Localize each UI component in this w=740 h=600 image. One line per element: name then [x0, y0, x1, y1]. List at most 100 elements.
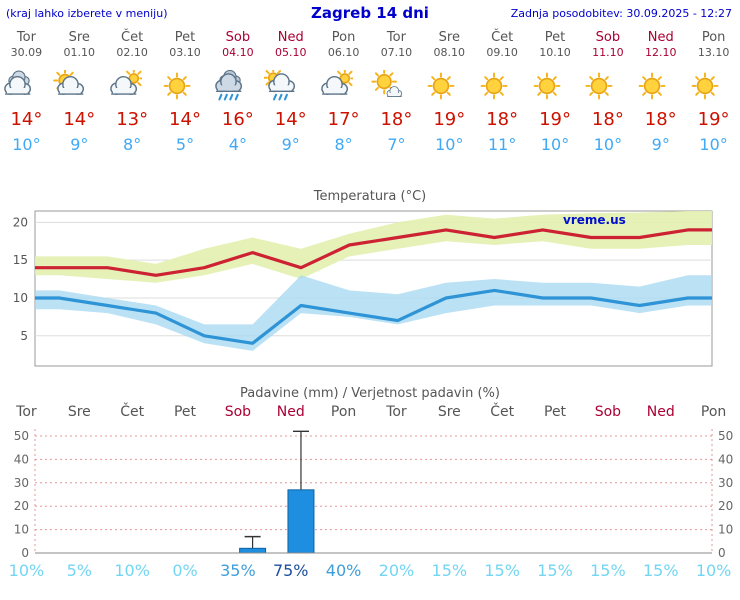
- temp-max: 18°: [486, 109, 519, 130]
- precip-prob: 0%: [172, 561, 198, 580]
- sunny-icon: [480, 72, 508, 100]
- precip-day-label: Sob: [224, 404, 252, 420]
- precip-day-label: Pet: [544, 404, 567, 420]
- day-icon-slot: [476, 70, 529, 103]
- temp-min: 7°: [387, 135, 406, 154]
- sun-cloud-icon: [371, 70, 403, 98]
- temp-min-line: [35, 288, 712, 345]
- precip-day-label: Pon: [700, 404, 727, 420]
- precip-day-label: Sre: [67, 404, 91, 420]
- temp-min: 4°: [228, 135, 247, 154]
- temp-min: 10°: [435, 135, 464, 154]
- day-name: Čet: [121, 30, 144, 45]
- y-tick-label: 15: [13, 253, 28, 267]
- last-update: Zadnja posodobitev: 30.09.2025 - 12:27: [510, 7, 732, 20]
- day-date: 07.10: [380, 46, 413, 59]
- forecast-day: Sob 11.10 18° 10°: [581, 30, 634, 155]
- cloud-sun-icon: [321, 70, 354, 95]
- weather-page: (kraj lahko izberete v meniju) Zagreb 14…: [0, 0, 740, 581]
- day-date: 08.10: [433, 46, 466, 59]
- y-tick-label-left: 0: [21, 546, 29, 560]
- y-tick-label-left: 50: [14, 429, 29, 443]
- forecast-day: Čet 09.10 18° 11°: [476, 30, 529, 155]
- temp-min: 9°: [651, 135, 670, 154]
- y-tick-label: 20: [13, 215, 28, 229]
- sunny-icon: [533, 72, 561, 100]
- y-tick-label-right: 20: [718, 499, 733, 513]
- day-date: 04.10: [222, 46, 254, 59]
- temp-min: 10°: [699, 135, 728, 154]
- day-icon-slot: [581, 70, 634, 103]
- temperature-chart: 5 10 15 20 vreme.us: [13, 210, 713, 367]
- precip-day-label: Tor: [16, 404, 37, 420]
- precip-day-label: Ned: [276, 404, 305, 420]
- day-icon-slot: [370, 70, 423, 103]
- y-tick-label-right: 50: [718, 429, 733, 443]
- page-title: Zagreb 14 dni: [311, 4, 429, 22]
- header-bar: (kraj lahko izberete v meniju) Zagreb 14…: [0, 0, 740, 26]
- precip-prob: 20%: [378, 561, 415, 580]
- temp-min: 9°: [281, 135, 300, 154]
- y-tick-label-right: 0: [718, 546, 726, 560]
- temp-min: 8°: [334, 135, 353, 154]
- forecast-day: Čet 02.10 13° 8°: [106, 30, 159, 155]
- precip-day-label: Čet: [120, 404, 145, 420]
- day-name: Sre: [68, 30, 90, 45]
- temp-max: 18°: [644, 109, 677, 130]
- y-tick-label: 5: [20, 329, 28, 343]
- temp-min: 8°: [123, 135, 142, 154]
- y-tick-label-left: 30: [14, 476, 29, 490]
- precip-prob: 15%: [484, 561, 520, 580]
- day-name: Sob: [225, 30, 251, 45]
- day-name: Tor: [386, 30, 406, 45]
- day-name: Sob: [595, 30, 621, 45]
- temp-max: 16°: [221, 109, 254, 130]
- temp-max: 13°: [116, 109, 149, 130]
- y-tick-label-right: 40: [718, 452, 733, 466]
- precip-prob-labels: 10% 5% 10% 0% 35% 75% 40% 20% 15% 15% 15% 15% 15% 10%: [0, 561, 740, 581]
- forecast-day: Tor 07.10 18° 7°: [370, 30, 423, 155]
- rain-sun-icon: [264, 70, 296, 101]
- day-name: Pet: [544, 30, 566, 45]
- forecast-day: Sre 01.10 14° 9°: [52, 30, 106, 155]
- temp-max: 19°: [697, 109, 730, 130]
- temp-max: 17°: [327, 109, 360, 130]
- day-date: 30.09: [10, 46, 43, 59]
- temperature-chart-title: Temperatura (°C): [313, 189, 427, 204]
- precip-prob: 15%: [590, 561, 626, 580]
- temp-max: 14°: [274, 109, 307, 130]
- precipitation-chart-block: Padavine (mm) / Verjetnost padavin (%) T…: [0, 386, 740, 581]
- forecast-day: Pet 10.10 19° 10°: [529, 30, 582, 155]
- precip-day-labels: Tor Sre Čet Pet Sob Ned Pon Tor Sre Čet Pet Sob Ned P…: [0, 403, 740, 421]
- precip-prob: 35%: [220, 561, 256, 580]
- sunny-icon: [586, 72, 613, 100]
- precip-prob: 15%: [431, 561, 468, 580]
- day-name: Sre: [438, 30, 460, 45]
- temp-min: 10°: [12, 135, 41, 154]
- precip-prob: 40%: [325, 561, 362, 580]
- y-tick-label: 10: [13, 291, 28, 305]
- temp-min-band: [35, 275, 712, 351]
- temp-max: 19°: [539, 109, 571, 130]
- day-icon-slot: [106, 70, 159, 103]
- day-name: Pet: [174, 30, 196, 45]
- temp-max: 19°: [433, 109, 466, 130]
- sunny-icon: [427, 72, 455, 100]
- forecast-day: Pon 06.10 17° 8°: [317, 30, 370, 155]
- rain-icon: [215, 70, 243, 101]
- day-icon-slot: [687, 70, 740, 103]
- day-icon-slot: [0, 70, 53, 103]
- day-name: Pon: [701, 30, 726, 45]
- temp-max: 14°: [169, 109, 201, 130]
- precip-day-label: Sre: [437, 404, 461, 420]
- day-date: 09.10: [486, 46, 518, 59]
- watermark: vreme.us: [563, 213, 626, 227]
- day-icon-slot: [264, 70, 317, 103]
- precip-prob: 10%: [114, 561, 150, 580]
- forecast-day: Ned 05.10 14° 9°: [264, 30, 317, 155]
- day-date: 06.10: [327, 46, 360, 59]
- day-name: Ned: [277, 30, 304, 45]
- day-icon-slot: [317, 70, 370, 103]
- y-tick-label-left: 20: [14, 499, 29, 513]
- forecast-day: Tor 30.09 14° 10°: [0, 30, 53, 155]
